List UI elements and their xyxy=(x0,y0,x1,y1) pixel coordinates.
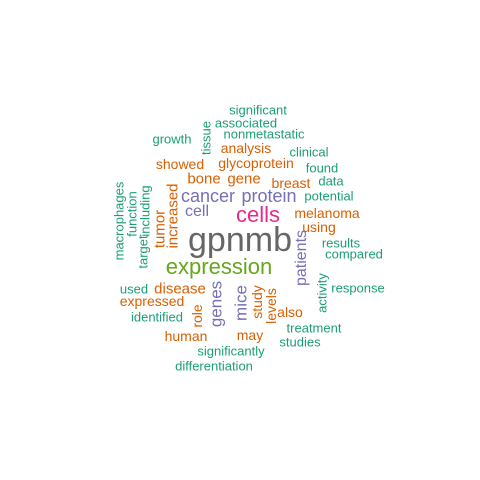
word-disease: disease xyxy=(154,280,206,298)
word-response: response xyxy=(331,280,385,296)
word-nonmetastatic: nonmetastatic xyxy=(223,126,305,142)
word-significant: significant xyxy=(229,102,287,118)
word-used: used xyxy=(119,281,149,297)
word-potential: potential xyxy=(304,188,354,204)
word-found: found xyxy=(305,160,339,176)
word-including: including xyxy=(137,185,153,237)
word-tumor: tumor xyxy=(151,209,169,249)
word-gene: gene xyxy=(227,170,261,188)
word-clinical: clinical xyxy=(289,144,329,160)
word-may: may xyxy=(236,327,264,343)
word-associated: associated xyxy=(214,115,278,131)
word-results: results xyxy=(321,235,361,251)
word-growth: growth xyxy=(152,131,192,147)
word-tissue: tissue xyxy=(198,121,214,155)
word-target: target xyxy=(135,235,151,269)
word-cell: cell xyxy=(184,203,210,220)
word-glycoprotein: glycoprotein xyxy=(218,155,294,171)
word-expression: expression xyxy=(165,254,273,279)
word-mice: mice xyxy=(231,285,251,321)
word-compared: compared xyxy=(325,246,383,262)
word-role: role xyxy=(189,304,205,328)
word-levels: levels xyxy=(263,288,279,324)
word-cancer: cancer xyxy=(180,186,236,206)
word-gpnmb: gpnmb xyxy=(188,221,292,259)
word-patients: patients xyxy=(293,229,310,287)
word-study: study xyxy=(249,285,265,319)
word-activity: activity xyxy=(314,273,330,313)
word-differentiation: differentiation xyxy=(175,358,253,374)
word-significantly: significantly xyxy=(197,343,265,359)
word-analysis: analysis xyxy=(220,140,272,156)
word-bone: bone xyxy=(187,170,221,188)
word-treatment: treatment xyxy=(286,320,342,336)
word-studies: studies xyxy=(279,334,321,350)
word-human: human xyxy=(164,328,208,344)
word-expressed: expressed xyxy=(119,293,185,309)
word-data: data xyxy=(318,173,344,189)
word-cells: cells xyxy=(235,202,281,227)
word-melanoma: melanoma xyxy=(294,205,360,221)
word-protein: protein xyxy=(241,186,297,206)
word-showed: showed xyxy=(155,156,205,172)
word-identified: identified xyxy=(130,309,184,325)
word-using: using xyxy=(302,219,336,235)
word-also: also xyxy=(277,304,303,320)
word-breast: breast xyxy=(271,175,311,191)
word-genes: genes xyxy=(206,280,226,328)
